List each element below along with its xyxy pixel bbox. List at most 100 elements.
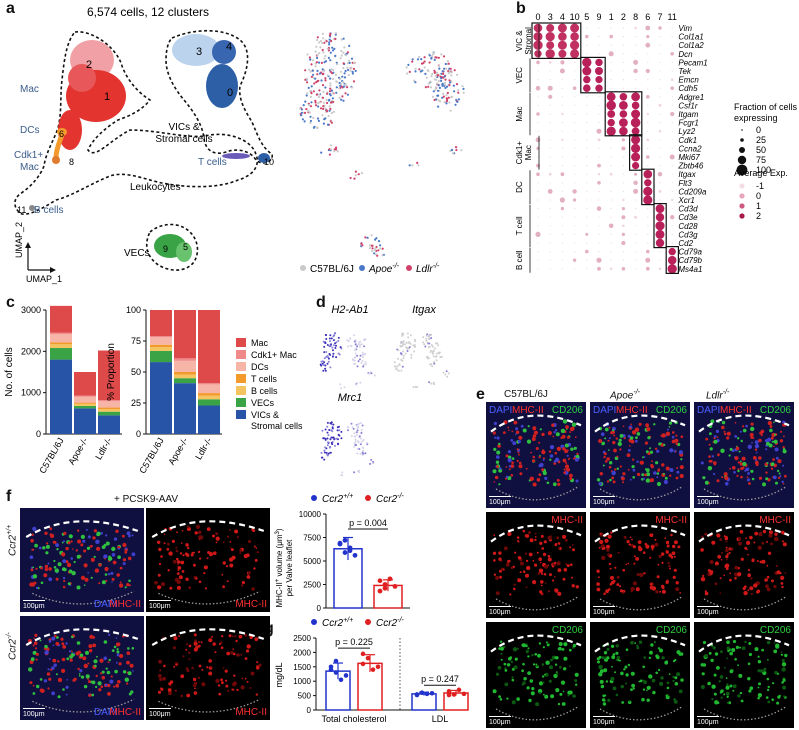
stain-signal (563, 656, 568, 661)
genotype-cell-point (350, 86, 354, 89)
feature-cell-point (404, 352, 407, 355)
stain-signal (66, 657, 70, 661)
feature-cell-point (332, 352, 335, 355)
stain-signal (107, 692, 111, 696)
stain-signal (542, 471, 547, 476)
stain-signal (739, 460, 742, 463)
genotype-cell-point (348, 44, 351, 48)
genotype-cell-point (423, 66, 426, 69)
cluster-label-6: 6 (59, 129, 64, 139)
stain-signal (602, 546, 606, 550)
dotplot-column-label: 3 (548, 12, 553, 22)
stain-signal (68, 569, 73, 574)
stain-signal (646, 685, 651, 690)
stain-signal (625, 673, 629, 677)
dotplot-dot (549, 242, 551, 244)
stain-signal (495, 460, 500, 464)
stain-signal (609, 567, 612, 570)
stain-signal (61, 657, 66, 662)
stain-signal (116, 648, 119, 651)
feature-cell-point (373, 374, 376, 377)
stain-signal (710, 419, 715, 424)
stain-signal (122, 670, 127, 674)
dotplot-dot (610, 242, 612, 244)
stain-signal (518, 464, 523, 469)
stain-signal (674, 676, 678, 680)
stain-signal (522, 662, 525, 666)
stain-signal (604, 460, 608, 463)
stain-signal (107, 683, 111, 688)
stain-signal (547, 564, 549, 567)
y-tick-label: 0 (36, 429, 41, 439)
stain-signal (747, 677, 751, 681)
stain-signal (734, 456, 739, 461)
feature-cell-point (326, 344, 329, 346)
stain-signal (728, 551, 731, 555)
stain-signal (620, 671, 624, 676)
stain-signal (736, 474, 739, 477)
stain-signal (81, 576, 84, 580)
genotype-cell-point (308, 103, 311, 107)
stain-signal (563, 568, 568, 572)
leaflet-lower-outline (599, 486, 683, 501)
stain-signal (782, 446, 785, 449)
stain-signal (112, 560, 117, 565)
genotype-cell-point (423, 56, 426, 59)
bar-segment (50, 359, 72, 434)
stain-signal (48, 658, 51, 660)
stain-signal (188, 644, 192, 648)
stain-signal (622, 568, 625, 572)
stain-signal (616, 575, 620, 579)
y-tick-label: 100 (126, 305, 141, 315)
cluster-label-1: 1 (104, 91, 110, 103)
stain-signal (547, 554, 551, 558)
stain-signal (679, 465, 684, 470)
genotype-cell-point (420, 58, 423, 61)
stain-signal (131, 552, 136, 557)
feature-cell-point (332, 335, 335, 338)
dotplot-dot (671, 70, 673, 72)
feature-cell-point (323, 351, 326, 354)
stain-signal (167, 569, 170, 572)
stain-signal (541, 432, 545, 437)
genotype-cell-point (342, 99, 345, 102)
dotplot-dot (610, 147, 612, 149)
dotplot-dot (635, 36, 637, 38)
dapi-background (20, 616, 144, 720)
genotype-cell-point (308, 56, 311, 59)
dotplot-dot (586, 259, 588, 261)
stain-signal (46, 672, 51, 676)
feature-cell-point (340, 437, 343, 440)
stain-signal (549, 445, 555, 450)
dotplot-dot (574, 113, 576, 115)
stain-signal (46, 542, 49, 545)
legend-label-c57: C57BL/6J (310, 264, 354, 275)
leaflet-lower-outline (703, 486, 787, 501)
scale-bar: 100μm (149, 600, 171, 610)
stain-signal (34, 543, 38, 548)
umap-panel: 6,574 cells, 12 clusters 2 1 6 8 3 4 0 1… (14, 5, 465, 284)
stain-signal (127, 647, 130, 650)
stain-signal (84, 577, 89, 582)
dotplot-column-label: 10 (570, 12, 580, 22)
stain-signal (225, 679, 228, 682)
genotype-cell-point (381, 254, 384, 257)
dotplot-dot (536, 60, 540, 65)
feature-cell-point (355, 443, 358, 446)
stain-signal (649, 447, 652, 450)
feature-cell-point (437, 344, 440, 347)
stain-signal (557, 591, 562, 596)
stain-signal (240, 653, 243, 656)
stain-signal (779, 475, 782, 478)
dotplot-dot (608, 223, 614, 229)
dotplot-dot (537, 251, 539, 253)
stain-signal (212, 534, 215, 538)
genotype-cell-point (344, 92, 347, 95)
data-point (446, 688, 452, 694)
dotplot-dot (561, 130, 563, 132)
stain-signal (642, 688, 646, 691)
stain-signal (519, 571, 522, 574)
umap-y-label: UMAP_2 (14, 222, 24, 258)
genotype-cell-point (347, 68, 350, 72)
